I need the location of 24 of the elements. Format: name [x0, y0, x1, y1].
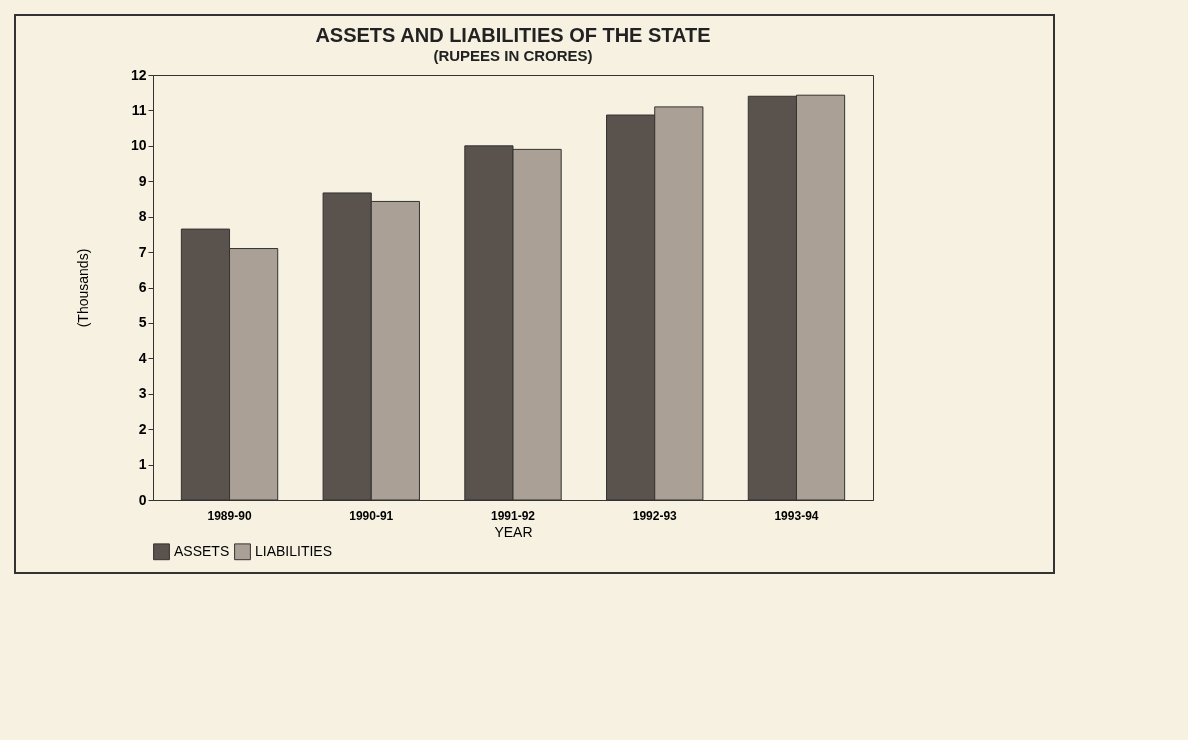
- y-tick-label: 10: [130, 137, 147, 154]
- y-tick-label: 3: [138, 385, 147, 402]
- y-tick-label: 6: [138, 279, 147, 295]
- y-tick-label: 9: [138, 172, 147, 189]
- y-tick-label: 5: [138, 314, 147, 331]
- x-tick-label: 1992-93: [632, 508, 678, 523]
- chart-title: ASSETS AND LIABILITIES OF THE STATE: [315, 24, 711, 46]
- chart-subtitle: (RUPEES IN CRORES): [433, 47, 593, 64]
- y-axis-title: (Thousands): [74, 248, 91, 328]
- x-tick-label: 1991-92: [490, 508, 536, 523]
- y-tick-label: 7: [138, 243, 147, 260]
- x-axis-title: YEAR: [494, 523, 533, 540]
- y-tick-label: 2: [138, 420, 147, 437]
- y-tick-label: 12: [130, 66, 147, 83]
- y-tick-label: 1: [138, 456, 147, 473]
- y-tick-label: 8: [138, 208, 147, 225]
- x-tick-label: 1990-91: [349, 508, 394, 523]
- y-tick-label: 11: [131, 101, 147, 118]
- x-tick-label: 1993-94: [774, 508, 819, 523]
- legend-label: LIABILITIES: [255, 542, 333, 559]
- x-tick-label: 1989-90: [207, 508, 252, 523]
- y-tick-label: 0: [138, 491, 147, 508]
- legend-label: ASSETS: [174, 542, 230, 559]
- y-tick-label: 4: [138, 349, 147, 366]
